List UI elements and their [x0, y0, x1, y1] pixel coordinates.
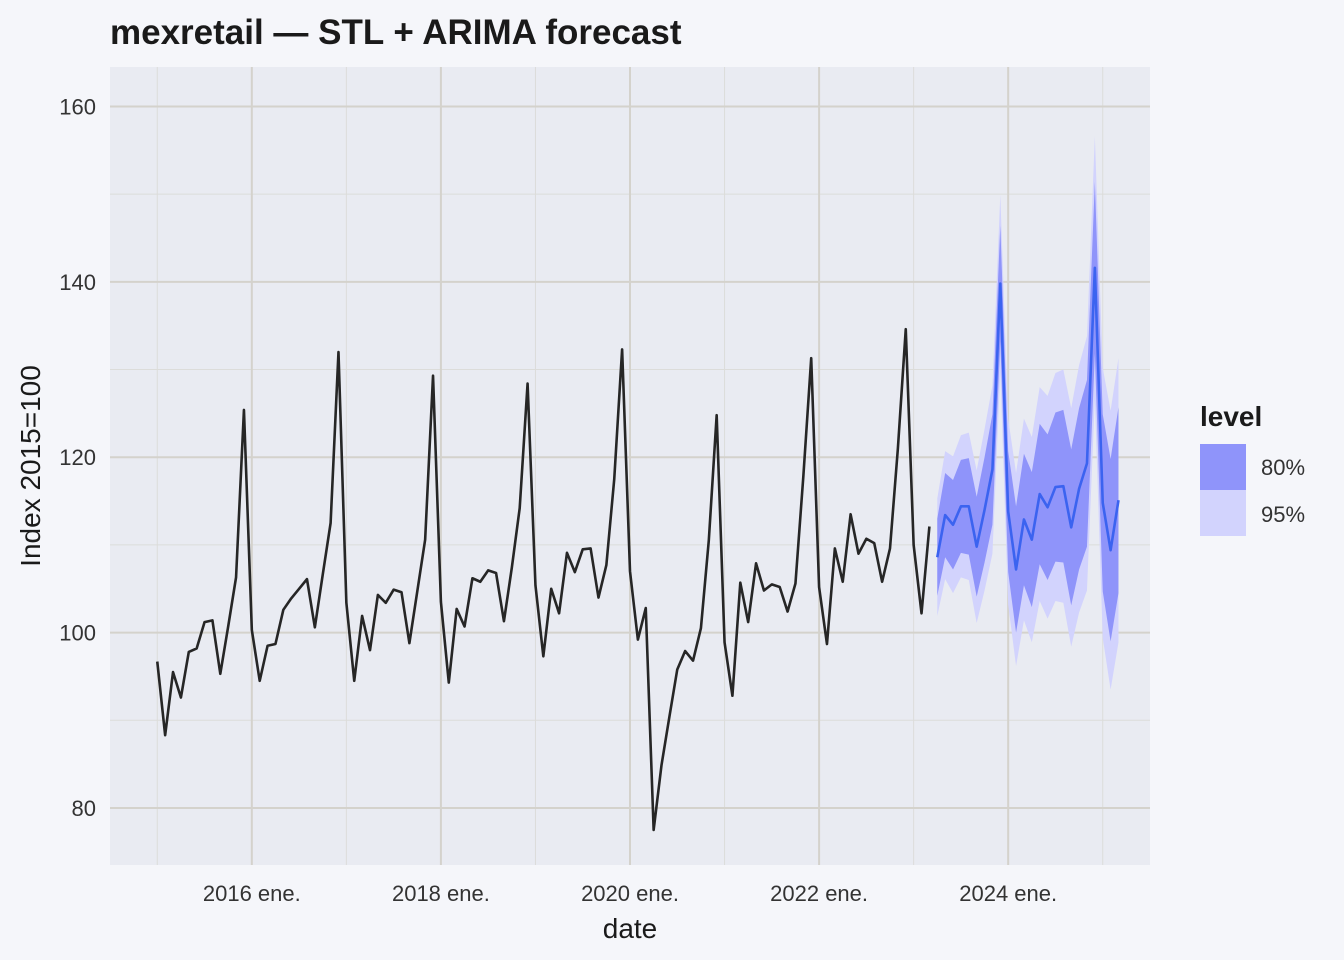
y-axis-label: Index 2015=100: [15, 365, 46, 567]
legend-swatch-95: [1200, 490, 1246, 536]
x-tick-label: 2020 ene.: [581, 881, 679, 906]
y-tick-label: 80: [72, 796, 96, 821]
prediction-intervals: [937, 136, 1119, 690]
x-axis-ticks: 2016 ene. 2018 ene. 2020 ene. 2022 ene. 2024…: [203, 881, 1057, 906]
y-tick-label: 140: [59, 270, 96, 295]
chart-title: mexretail — STL + ARIMA forecast: [110, 13, 682, 52]
legend-label-95: 95%: [1261, 502, 1305, 527]
y-tick-label: 160: [59, 94, 96, 119]
legend-label-80: 80%: [1261, 455, 1305, 480]
major-gridlines: [110, 67, 1150, 865]
x-tick-label: 2018 ene.: [392, 881, 490, 906]
legend-swatch-80: [1200, 444, 1246, 490]
band-80: [937, 181, 1119, 642]
history-line: [155, 327, 931, 832]
series-lines: [155, 266, 1120, 832]
legend-title: level: [1200, 401, 1262, 432]
forecast-mean-line: [935, 266, 1120, 571]
legend: level 80% 95%: [1200, 401, 1305, 536]
y-tick-label: 100: [59, 621, 96, 646]
x-axis-label: date: [603, 913, 658, 944]
x-tick-label: 2022 ene.: [770, 881, 868, 906]
x-tick-label: 2024 ene.: [959, 881, 1057, 906]
y-axis-ticks: 80 100 120 140 160: [59, 94, 96, 821]
x-tick-label: 2016 ene.: [203, 881, 301, 906]
y-tick-label: 120: [59, 445, 96, 470]
